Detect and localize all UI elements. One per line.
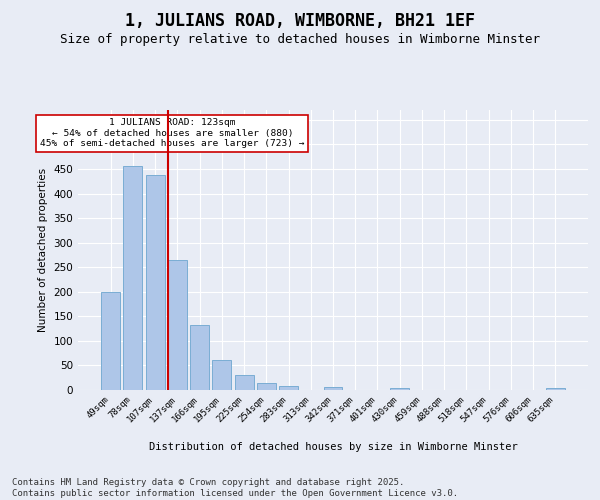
Bar bbox=[546, 388, 565, 390]
Y-axis label: Number of detached properties: Number of detached properties bbox=[38, 168, 48, 332]
Bar bbox=[323, 387, 343, 390]
Text: 1, JULIANS ROAD, WIMBORNE, BH21 1EF: 1, JULIANS ROAD, WIMBORNE, BH21 1EF bbox=[125, 12, 475, 30]
Text: 1 JULIANS ROAD: 123sqm
← 54% of detached houses are smaller (880)
45% of semi-de: 1 JULIANS ROAD: 123sqm ← 54% of detached… bbox=[40, 118, 305, 148]
Bar bbox=[168, 260, 187, 390]
Text: Size of property relative to detached houses in Wimborne Minster: Size of property relative to detached ho… bbox=[60, 32, 540, 46]
Bar bbox=[124, 166, 142, 390]
Text: Distribution of detached houses by size in Wimborne Minster: Distribution of detached houses by size … bbox=[149, 442, 517, 452]
Bar bbox=[212, 360, 231, 390]
Bar bbox=[279, 386, 298, 390]
Bar bbox=[257, 383, 276, 390]
Bar bbox=[190, 324, 209, 390]
Bar bbox=[235, 376, 254, 390]
Text: Contains HM Land Registry data © Crown copyright and database right 2025.
Contai: Contains HM Land Registry data © Crown c… bbox=[12, 478, 458, 498]
Bar bbox=[101, 292, 120, 390]
Bar bbox=[390, 388, 409, 390]
Bar bbox=[146, 175, 164, 390]
